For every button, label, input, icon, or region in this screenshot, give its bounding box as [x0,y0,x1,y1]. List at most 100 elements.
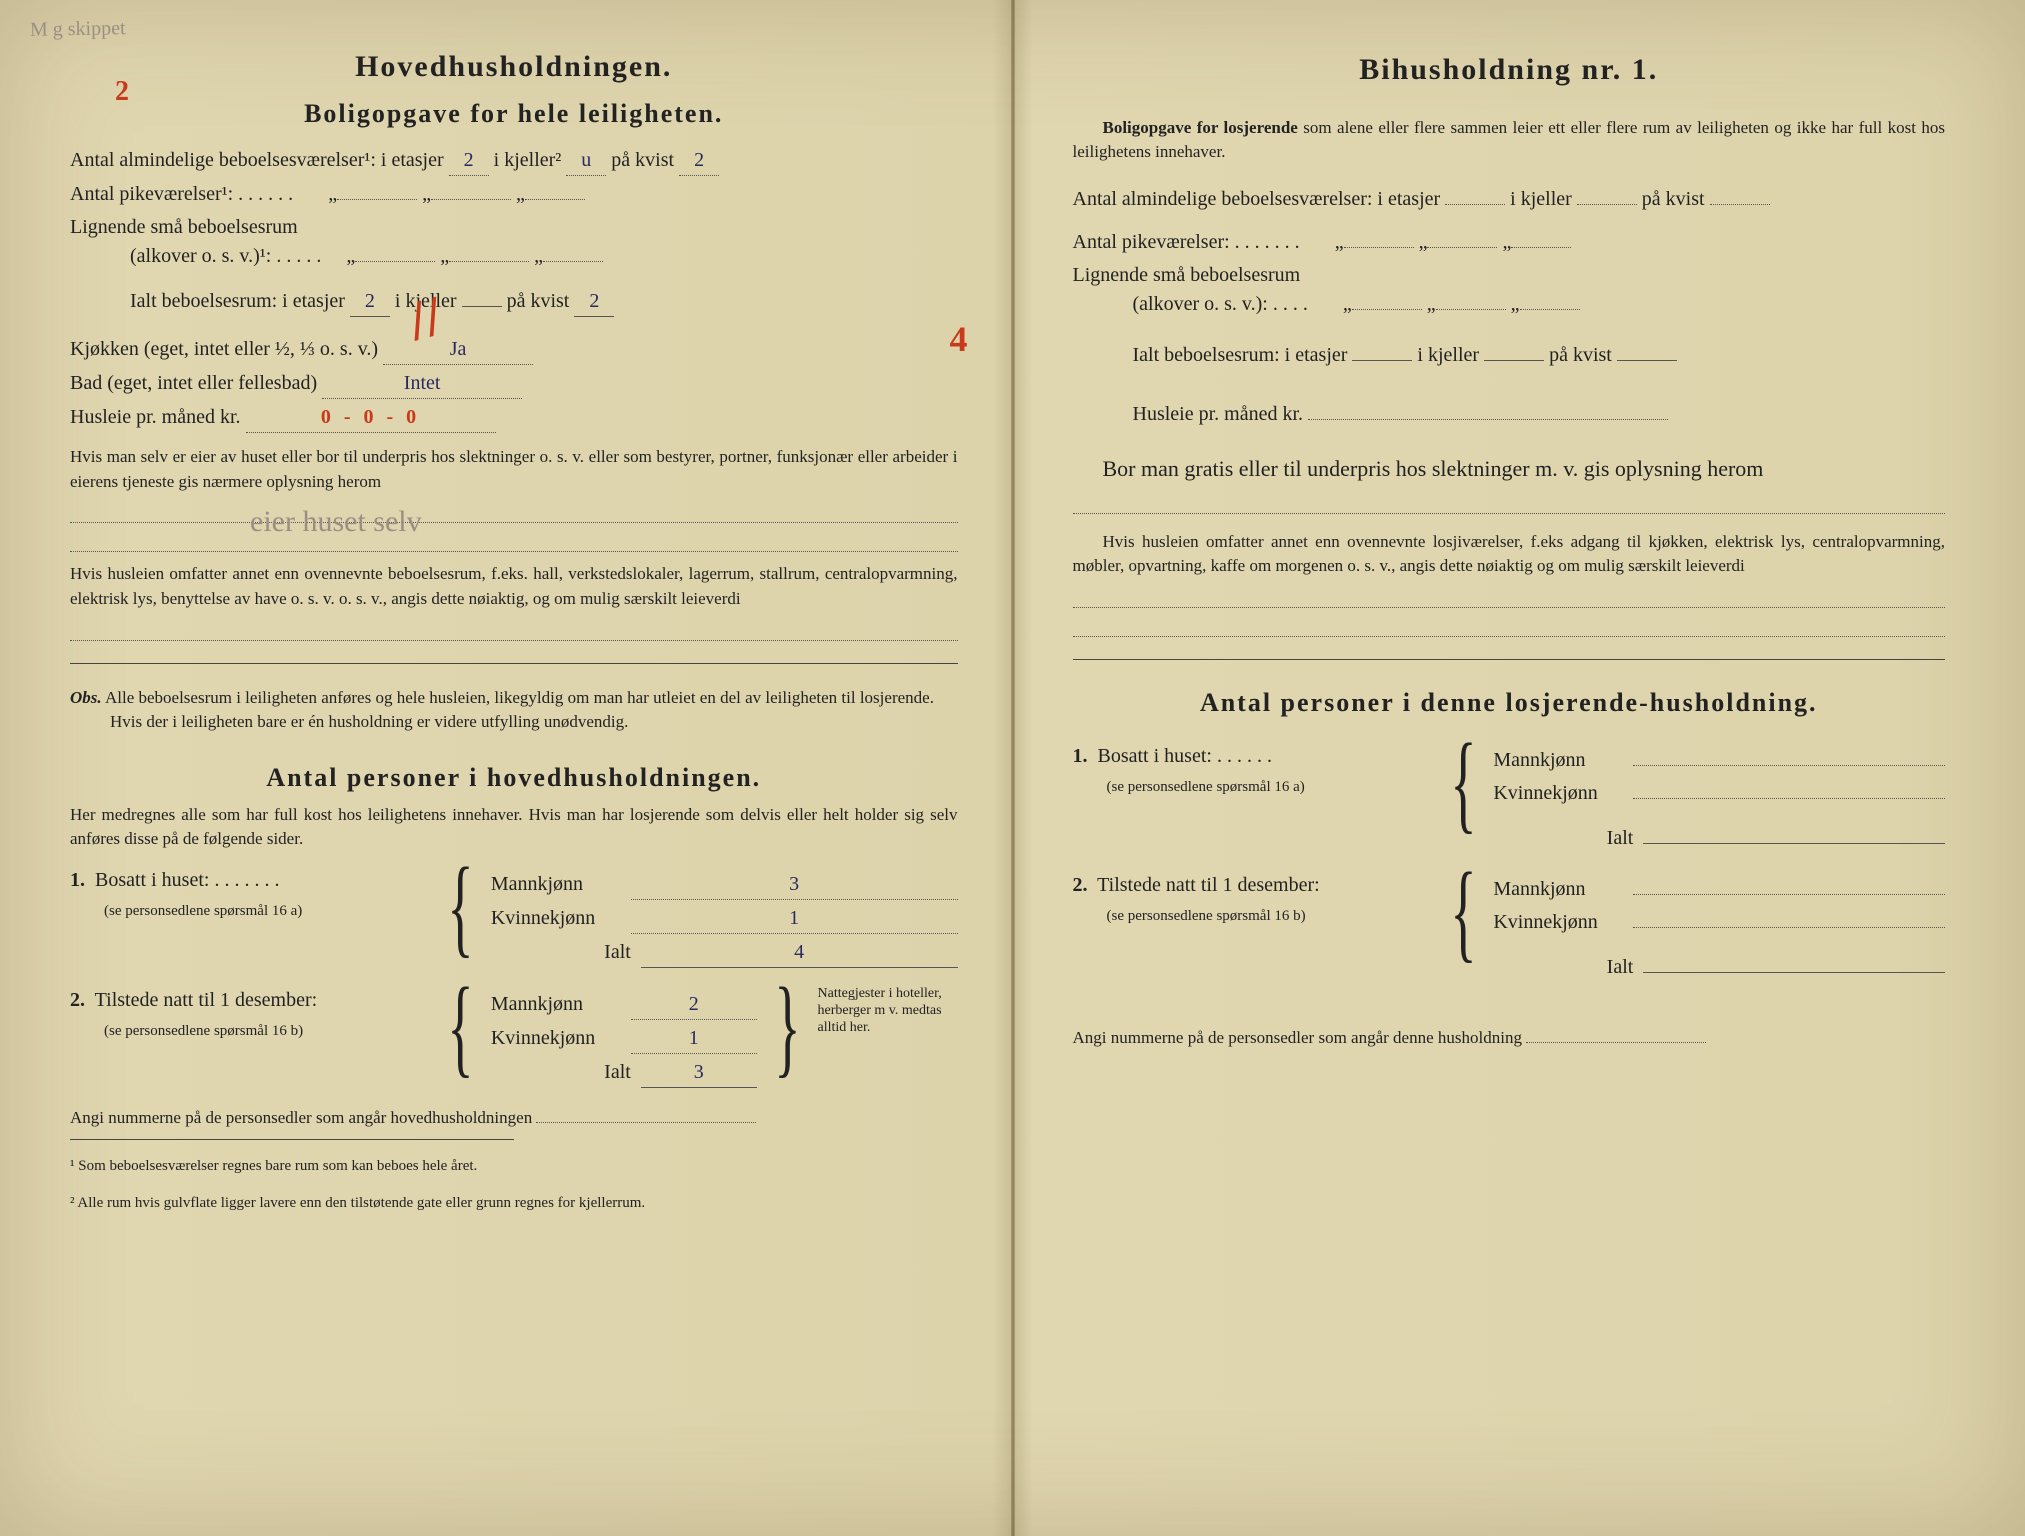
right-page: Bihusholdning nr. 1. Boligopgave for los… [1013,0,2025,1536]
right-title: Bihusholdning nr. 1. [1073,48,1946,92]
blank [1436,309,1506,310]
lbl-ialt: Ialt [1493,953,1643,982]
left-title-1: Hovedhusholdningen. [70,45,958,89]
side-note: Nattegjester i hoteller, herberger m v. … [818,986,958,1036]
bottom-label: Angi nummerne på de personsedler som ang… [70,1108,532,1127]
left-title-2: Boligopgave for hele leiligheten. [70,95,958,133]
persons-section-title: Antal personer i hovedhusholdningen. [70,759,958,797]
val-kitchen: Ja [383,335,533,365]
brace-icon: { [447,986,473,1066]
blank [1352,309,1422,310]
label: på kvist [507,290,570,312]
obs-block: Obs. Alle beboelsesrum i leiligheten anf… [70,686,958,735]
q2-label: Tilstede natt til 1 desember: [95,989,318,1011]
blank [1643,843,1945,844]
blank [1511,247,1571,248]
lbl-kvinne: Kvinnekjønn [1493,779,1633,808]
lbl-ialt: Ialt [491,938,641,967]
rq1-num: 1. [1073,745,1088,767]
kitchen-line: Kjøkken (eget, intet eller ½, ⅓ o. s. v.… [70,335,958,365]
label: på kvist [611,149,674,171]
divider [1073,659,1946,660]
r-total-line: Ialt beboelsesrum: i etasjer i kjeller p… [1073,341,1946,370]
obs-label: Obs. [70,688,102,707]
pencil-annotation: M g skippet [30,14,126,45]
maid-rooms-line: Antal pikeværelser¹: . . . . . . „ „ „ [70,180,958,209]
document-spread: M g skippet 2 Hovedhusholdningen. Boligo… [0,0,2025,1536]
label: Kjøkken (eget, intet eller ½, ⅓ o. s. v.… [70,338,378,360]
blank [1484,360,1544,361]
blank [1633,894,1945,895]
lbl-mann: Mannkjønn [491,990,631,1019]
r-bottom-label: Angi nummerne på de personsedler som ang… [1073,1028,1522,1047]
blank-rule [1073,614,1946,637]
owner-para: Hvis man selv er eier av huset eller bor… [70,445,958,494]
val-etasjer: 2 [449,146,489,176]
val: 2 [350,287,390,317]
blank-rule [1073,491,1946,514]
r-persons-title: Antal personer i denne losjerende-hushol… [1073,684,1946,722]
blank [1617,360,1677,361]
blank [1427,247,1497,248]
blank [1308,419,1668,420]
blank [1633,927,1945,928]
q1-block: 1. Bosatt i huset: . . . . . . . (se per… [70,866,958,972]
r-bottom-line: Angi nummerne på de personsedler som ang… [1073,1026,1946,1051]
bath-line: Bad (eget, intet eller fellesbad) Intet [70,369,958,399]
r-q1-block: 1. Bosatt i huset: . . . . . . (se perso… [1073,742,1946,857]
q2-block: 2. Tilstede natt til 1 desember: (se per… [70,986,958,1092]
lbl-mann: Mannkjønn [1493,746,1633,775]
label: Ialt beboelsesrum: i etasjer [1133,344,1348,366]
label: på kvist [1549,344,1612,366]
left-page: M g skippet 2 Hovedhusholdningen. Boligo… [0,0,1013,1536]
red-total: 4 [950,313,968,365]
hw-owner-line: eier huset selv [70,500,958,523]
rq2-sub: (se personsedlene spørsmål 16 b) [1107,908,1306,924]
blank [1710,204,1770,205]
val: 2 [574,287,614,317]
red-margin-number: 2 [115,72,129,113]
lbl-mann: Mannkjønn [491,870,631,899]
rooms-line-1: Antal almindelige beboelsesværelser¹: i … [70,146,958,176]
rent-line: Husleie pr. måned kr. 0 - 0 - 0 [70,403,958,433]
total-rooms-line: Ialt beboelsesrum: i etasjer 2 i kjeller… [70,287,958,317]
r-maid-line: Antal pikeværelser: . . . . . . . „ „ „ [1073,228,1946,257]
obs-text-2: Hvis der i leiligheten bare er én hushol… [110,712,628,731]
blank [1526,1042,1706,1043]
label: Antal almindelige beboelsesværelser: i e… [1073,188,1441,210]
q2-ialt: 3 [641,1058,757,1088]
rq2-num: 2. [1073,874,1088,896]
rq2-label: Tilstede natt til 1 desember: [1097,874,1320,896]
label: Antal pikeværelser¹: . . . . . . [70,183,293,205]
lbl-mann: Mannkjønn [1493,875,1633,904]
blank [1344,247,1414,248]
val-kjeller: u [566,146,606,176]
label: Lignende små beboelsesrum [1073,264,1301,286]
blank [355,261,435,262]
blank [431,199,511,200]
lbl-ialt: Ialt [491,1058,641,1087]
handwritten-owner: eier huset selv [250,505,422,538]
r-rooms-line: Antal almindelige beboelsesværelser: i e… [1073,185,1946,214]
rq1-sub: (se personsedlene spørsmål 16 a) [1107,779,1305,795]
bottom-line: Angi nummerne på de personsedler som ang… [70,1106,958,1131]
label: Husleie pr. måned kr. [70,406,241,428]
val-rent: 0 - 0 - 0 [246,403,496,433]
blank [449,261,529,262]
label: (alkover o. s. v.)¹: . . . . . [70,245,321,267]
q2-kvinne: 1 [631,1024,757,1054]
blank-rule [1073,585,1946,608]
lbl-kvinne: Kvinnekjønn [491,904,631,933]
persons-intro: Her medregnes alle som har full kost hos… [70,803,958,852]
blank [543,261,603,262]
q1-num: 1. [70,869,85,891]
blank [525,199,585,200]
lbl-kvinne: Kvinnekjønn [491,1024,631,1053]
blank-rule [70,618,958,641]
alcove-line: Lignende små beboelsesrum (alkover o. s.… [70,213,958,271]
label: Antal almindelige beboelsesværelser¹: i … [70,149,444,171]
label: Antal pikeværelser: . . . . . . . [1073,231,1300,253]
q2-mann: 2 [631,990,757,1020]
label: Bad (eget, intet eller fellesbad) [70,372,317,394]
q1-ialt: 4 [641,938,958,968]
